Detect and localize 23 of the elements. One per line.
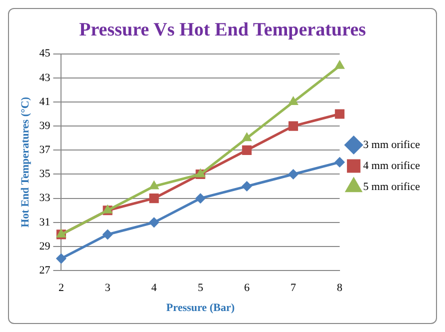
legend-label: 4 mm orifice xyxy=(363,160,420,172)
y-tick-label: 27 xyxy=(39,264,51,276)
y-axis-title: Hot End Temperatures (°C) xyxy=(19,96,32,228)
legend-label: 5 mm orifice xyxy=(363,180,420,193)
y-tick-label: 39 xyxy=(39,120,51,132)
legend-label: 3 mm orifice xyxy=(363,138,420,151)
y-tick-label: 45 xyxy=(39,48,51,60)
x-tick-label: 5 xyxy=(198,282,204,294)
x-tick-label: 2 xyxy=(58,282,64,294)
y-tick-label: 41 xyxy=(39,96,50,108)
y-tick-label: 33 xyxy=(39,192,51,204)
y-tick-label: 29 xyxy=(39,240,51,252)
x-tick-label: 8 xyxy=(336,282,343,294)
x-axis-title: Pressure (Bar) xyxy=(166,302,235,314)
y-tick-label: 35 xyxy=(39,168,51,180)
y-tick-label: 31 xyxy=(39,216,50,228)
x-tick-label: 6 xyxy=(244,282,250,294)
y-tick-label: 43 xyxy=(39,72,51,84)
x-tick-label: 3 xyxy=(104,282,111,294)
y-tick-label: 37 xyxy=(39,144,51,156)
x-tick-label: 7 xyxy=(290,282,297,294)
chart-title: Pressure Vs Hot End Temperatures xyxy=(79,19,366,40)
x-tick-label: 4 xyxy=(151,282,158,294)
